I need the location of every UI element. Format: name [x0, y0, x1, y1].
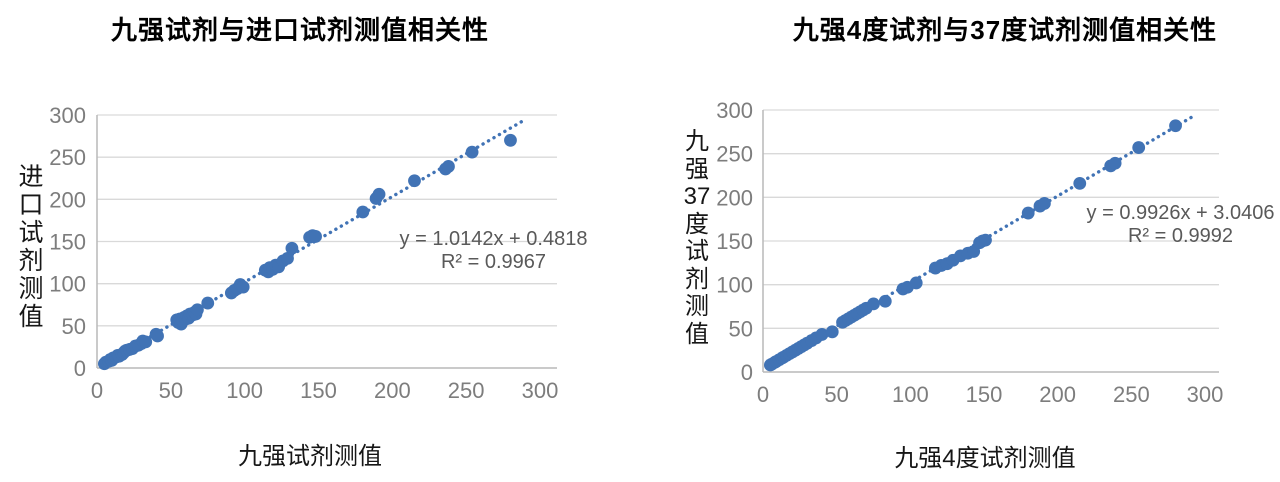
x-tick-label: 200 — [1039, 382, 1076, 407]
x-tick-label: 0 — [91, 378, 103, 403]
data-point — [1132, 141, 1146, 154]
data-point — [1169, 119, 1182, 133]
x-tick-label: 300 — [1187, 382, 1224, 407]
y-axis-title-char: 试 — [685, 238, 709, 265]
data-point — [815, 328, 829, 341]
data-point — [285, 241, 299, 255]
right-plot-area: 0 50 100 150 200 250 300 0 50 100 150 200 250 300 — [716, 98, 1224, 407]
left-x-axis-title: 九强试剂测值 — [238, 443, 382, 470]
data-point — [867, 297, 880, 311]
x-tick-label: 100 — [226, 378, 263, 403]
y-tick-label: 200 — [49, 187, 86, 212]
right-equation-text: y = 0.9926x + 3.0406 — [1086, 202, 1275, 224]
x-tick-label: 300 — [522, 378, 559, 403]
x-tick-label: 50 — [824, 382, 848, 407]
right-chart: 九强4度试剂与37度试剂测值相关性 九强 37 度试剂测值 0 50 100 150 200… — [640, 0, 1280, 482]
left-y-axis-title: 进口试剂测值 — [13, 163, 49, 331]
left-plot-area: 0 50 100 150 200 250 300 0 50 100 150 200 250 300 — [49, 103, 559, 403]
left-r-squared-text: R² = 0.9967 — [440, 251, 547, 273]
y-tick-label: 0 — [74, 356, 86, 381]
y-tick-label: 300 — [716, 98, 753, 123]
data-point — [1038, 197, 1051, 210]
y-axis-title-char: 度 — [685, 210, 709, 238]
data-point — [1021, 206, 1035, 220]
y-axis-title-char: 值 — [685, 320, 709, 348]
data-point — [504, 133, 517, 147]
data-point — [909, 276, 923, 290]
y-tick-label: 100 — [49, 272, 86, 297]
y-tick-label: 300 — [49, 103, 86, 128]
y-axis-title-char: 值 — [18, 303, 44, 331]
data-point — [151, 329, 164, 343]
x-tick-label: 200 — [374, 378, 411, 403]
data-point — [1108, 156, 1122, 170]
data-point — [1073, 176, 1087, 190]
data-point — [442, 160, 455, 173]
data-point — [201, 296, 215, 310]
y-tick-label: 250 — [716, 142, 753, 167]
y-tick-label: 200 — [716, 185, 753, 210]
y-axis-title-char: 进 — [18, 163, 44, 191]
y-axis-title-char: 九 — [685, 128, 709, 155]
right-x-axis-title: 九强4度试剂测值 — [894, 445, 1076, 472]
right-chart-title: 九强4度试剂与37度试剂测值相关性 — [792, 15, 1218, 45]
y-axis-title-char: 测 — [18, 275, 44, 303]
y-tick-label: 50 — [62, 314, 86, 339]
y-axis-title-char: 剂 — [685, 265, 709, 293]
data-point — [356, 205, 370, 219]
data-point — [878, 294, 892, 308]
x-tick-label: 100 — [892, 382, 929, 407]
x-tick-label: 250 — [1113, 382, 1150, 407]
y-tick-label: 50 — [729, 316, 753, 341]
y-axis-title-char: 口 — [18, 191, 44, 219]
x-tick-label: 50 — [159, 378, 183, 403]
y-tick-label: 0 — [741, 360, 753, 385]
data-point — [191, 303, 204, 317]
right-r-squared-text: R² = 0.9992 — [1127, 225, 1234, 247]
data-point — [281, 251, 294, 265]
data-point — [979, 233, 992, 247]
data-point — [309, 230, 322, 243]
data-point — [139, 335, 153, 349]
data-point — [408, 174, 421, 188]
left-equation-text: y = 1.0142x + 0.4818 — [399, 228, 588, 250]
left-chart: 九强试剂与进口试剂测值相关性 进口试剂测值 0 50 100 150 200 250 300… — [13, 15, 591, 470]
data-point — [236, 280, 250, 294]
x-tick-label: 150 — [966, 382, 1003, 407]
y-axis-title-char: 测 — [685, 293, 709, 320]
x-tick-label: 250 — [448, 378, 485, 403]
y-tick-label: 250 — [49, 145, 86, 170]
y-axis-title-char: 强 — [685, 155, 709, 183]
y-axis-title-char: 剂 — [18, 247, 44, 275]
y-axis-title-char: 试 — [18, 219, 44, 247]
y-tick-label: 150 — [716, 229, 753, 254]
y-tick-label: 150 — [49, 230, 86, 255]
left-trendline-equation: y = 1.0142x + 0.4818 R² = 0.9967 — [396, 228, 591, 274]
right-trendline-equation: y = 0.9926x + 3.0406 R² = 0.9992 — [1083, 202, 1278, 248]
x-tick-label: 0 — [757, 382, 769, 407]
y-axis-title-char: 37 — [683, 183, 711, 210]
y-tick-label: 100 — [716, 273, 753, 298]
right-y-axis-title: 九强 37 度试剂测值 — [678, 128, 716, 348]
data-point — [465, 145, 479, 159]
data-point — [825, 325, 839, 339]
left-chart-title: 九强试剂与进口试剂测值相关性 — [110, 15, 489, 45]
x-tick-label: 150 — [300, 378, 337, 403]
data-point — [372, 187, 386, 201]
